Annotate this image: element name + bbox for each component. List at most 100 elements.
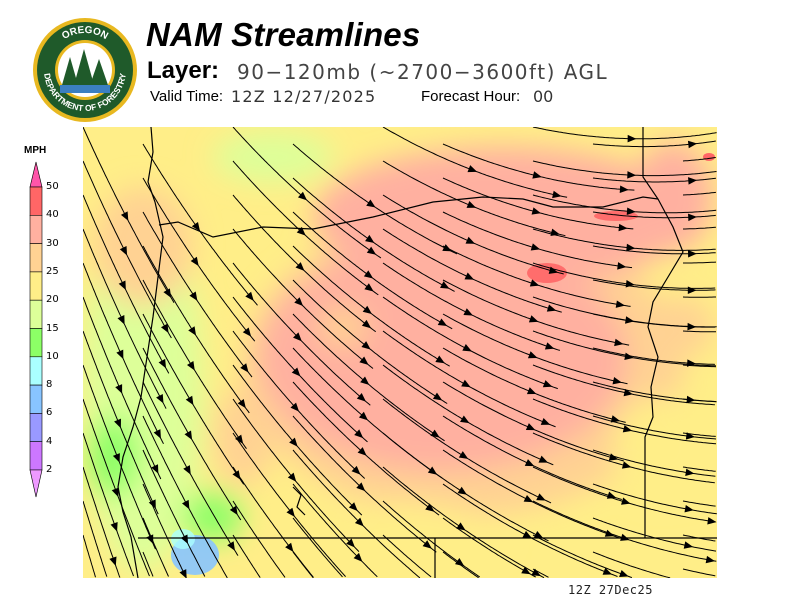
legend-swatch (29, 413, 43, 442)
streamline (142, 483, 187, 578)
streamline-arrow (115, 384, 123, 394)
streamline-arrow (297, 191, 308, 201)
streamline-arrow (114, 418, 122, 429)
streamline-arrow (622, 425, 633, 433)
streamline-arrow (185, 395, 194, 406)
streamline-arrow (153, 429, 161, 439)
legend-swatch (29, 356, 43, 386)
streamline (682, 330, 716, 333)
streamline-arrow (295, 262, 305, 271)
streamline-arrow (437, 318, 448, 327)
streamline (292, 483, 378, 578)
streamline-arrow (627, 171, 637, 179)
streamline-arrow (688, 213, 697, 222)
layer-value: 90−120mb (~2700−3600ft) AGL (237, 60, 609, 84)
streamline-arrow (294, 297, 304, 307)
streamline-arrow (525, 423, 536, 431)
streamline (592, 449, 716, 477)
streamline-arrow (618, 223, 628, 232)
streamline-arrow (354, 429, 364, 439)
streamline-arrow (627, 134, 637, 143)
high-wind-spot (703, 153, 715, 161)
streamline (532, 568, 549, 578)
streamline-arrow (117, 315, 125, 325)
legend-tick-label: 20 (46, 294, 59, 306)
streamline (142, 415, 228, 578)
streamline-arrow (435, 355, 445, 364)
streamline-arrow (687, 140, 698, 149)
streamline (232, 432, 346, 577)
streamline-arrow (110, 522, 118, 532)
color-legend (29, 161, 43, 498)
streamline (382, 534, 432, 578)
streamline-arrow (626, 243, 636, 252)
streamline-arrow (356, 392, 366, 402)
streamline-arrow (229, 505, 238, 516)
streamline-arrow (538, 455, 549, 463)
streamline-arrow (531, 568, 541, 577)
legend-arrow-bottom (29, 469, 43, 498)
streamline-arrow (119, 245, 128, 256)
streamline-arrow (366, 199, 376, 208)
legend-tick-label: 6 (46, 407, 53, 419)
streamline-arrow (287, 472, 297, 482)
streamline (442, 551, 479, 578)
streamline-arrow (464, 272, 475, 280)
streamline (232, 534, 261, 578)
streamline (83, 432, 134, 577)
streamline-arrow (111, 487, 119, 498)
coastline (117, 127, 164, 578)
legend-swatch (29, 384, 43, 414)
streamline-arrow (687, 322, 697, 331)
streamline-arrow (524, 459, 535, 467)
streamline-arrow (612, 377, 622, 385)
streamline-arrow (356, 482, 366, 492)
streamline-arrow (430, 429, 440, 438)
streamline-arrow (232, 470, 241, 480)
streamline-arrow (463, 308, 473, 316)
streamline (532, 398, 717, 445)
legend-swatch (29, 441, 43, 471)
streamline (682, 432, 716, 437)
legend-unit: MPH (24, 145, 47, 156)
streamline-arrow (626, 207, 636, 215)
streamline-arrow (684, 505, 694, 513)
streamline-arrow (118, 280, 126, 291)
streamline-arrow (602, 567, 613, 575)
streamline-arrow (290, 402, 300, 412)
streamline-arrow (186, 361, 195, 371)
lake-outline (292, 486, 306, 516)
streamline (292, 517, 343, 578)
streamline-arrow (527, 351, 538, 359)
forecast-hour-value: 00 (533, 87, 554, 106)
streamline-arrow (358, 411, 368, 421)
streamline-arrow (461, 379, 471, 388)
streamline (142, 449, 206, 577)
streamline-arrow (619, 185, 629, 193)
streamline-arrow (285, 542, 294, 552)
streamline-arrow (540, 417, 551, 425)
streamline-arrow (183, 465, 191, 475)
streamline-arrow (109, 556, 117, 566)
streamline (682, 568, 716, 577)
streamline-arrow (458, 451, 469, 459)
streamline (532, 262, 716, 289)
streamline (683, 226, 716, 230)
streamline-arrow (440, 281, 450, 289)
layer-label: Layer: (147, 57, 220, 84)
borders (117, 127, 717, 578)
streamline-arrow (179, 569, 187, 578)
streamline (532, 432, 715, 484)
streamline-arrow (457, 486, 467, 495)
streamline (592, 551, 671, 578)
legend-tick-label: 4 (46, 435, 53, 447)
legend-swatch (29, 299, 43, 329)
streamline-arrow (348, 502, 358, 512)
streamline-arrow (610, 415, 621, 423)
streamline-arrow (530, 243, 541, 251)
streamline (532, 127, 717, 140)
streamline-arrow (365, 234, 375, 244)
streamline-arrow (289, 437, 298, 447)
streamline-arrow (184, 430, 193, 440)
legend-swatch (29, 215, 43, 244)
